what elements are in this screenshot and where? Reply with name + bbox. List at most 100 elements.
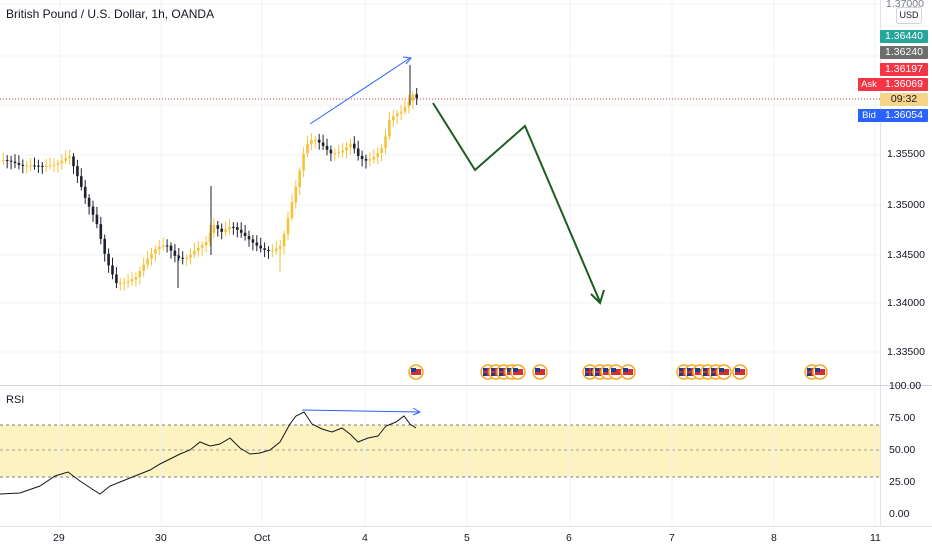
price-axis[interactable] (880, 0, 932, 385)
candle-body (329, 149, 333, 154)
candle-body (41, 165, 44, 167)
price-tag-bid: 1.36054 (880, 109, 928, 122)
rsi-title: RSI (6, 394, 25, 406)
rsi-axis-label: 0.00 (889, 508, 910, 520)
candle-body (232, 226, 235, 228)
candle-body (392, 116, 395, 121)
candle-body (380, 148, 383, 154)
time-axis-label: Oct (254, 532, 271, 544)
rsi-axis-label: 75.00 (889, 412, 916, 424)
price-axis-label: 1.35500 (887, 148, 925, 160)
currency-button[interactable]: USD (896, 7, 922, 24)
rsi-chart[interactable] (0, 386, 880, 526)
rsi-annotation-line (301, 409, 420, 413)
trend-annotation-line (309, 57, 411, 125)
candle-body (310, 140, 313, 144)
candle-body (290, 202, 294, 219)
candle-body (142, 264, 145, 272)
candle-body (372, 157, 376, 160)
candle-body (368, 159, 372, 161)
rsi-axis-label: 25.00 (889, 476, 916, 488)
candle-body (360, 155, 364, 160)
candle-body (333, 153, 337, 155)
candle-body (407, 101, 411, 108)
candle-body (395, 113, 399, 117)
candle-body (181, 257, 184, 259)
candle-body (294, 186, 298, 203)
candle-body (399, 111, 403, 114)
price-axis-label: 1.34000 (887, 297, 925, 309)
candle-body (107, 253, 110, 266)
time-axis-label: 6 (566, 532, 572, 544)
flag-canton (507, 368, 512, 372)
candle-body (91, 206, 95, 215)
price-axis-label: 1.33500 (887, 346, 925, 358)
candle-body (111, 265, 114, 275)
candle-body (37, 165, 40, 167)
candle-body (275, 248, 278, 251)
price-tag-red: 1.36197 (880, 63, 928, 76)
candle-body (314, 139, 317, 141)
rsi-axis-label: 50.00 (889, 444, 916, 456)
candle-body (154, 249, 157, 254)
time-axis-label: 8 (771, 532, 777, 544)
candle-body (60, 160, 64, 164)
rsi-band (0, 425, 880, 477)
candle-body (5, 159, 9, 161)
candle-body (173, 250, 177, 256)
countdown-tag: 09:32 (880, 93, 928, 106)
candle-body (158, 246, 161, 250)
candle-body (267, 249, 270, 252)
rsi-line (0, 411, 417, 495)
candle-body (415, 94, 418, 99)
candle-body (317, 139, 321, 143)
rsi-axis[interactable] (880, 386, 932, 526)
candle-body (411, 94, 415, 102)
candle-body (356, 148, 360, 156)
candle-body (364, 159, 368, 161)
candle-body (185, 257, 188, 259)
candle-body (177, 255, 181, 258)
candle-body (76, 166, 79, 177)
candle-body (216, 225, 220, 229)
candle-body (119, 282, 122, 284)
price-tag-ask: 1.36069 (880, 78, 928, 91)
candle-body (341, 150, 344, 153)
candle-body (72, 156, 75, 167)
candle-body (17, 162, 21, 165)
flag-canton (623, 368, 628, 372)
flag-canton (535, 368, 540, 372)
rsi-annotation-arrowhead (412, 407, 422, 416)
candle-body (25, 165, 28, 167)
candle-body (302, 153, 305, 171)
candle-body (208, 232, 212, 243)
candle-body (83, 186, 87, 198)
candle-body (115, 274, 118, 284)
candle-body (2, 159, 5, 161)
candle-body (165, 245, 169, 247)
candle-body (337, 152, 340, 154)
price-axis-label-top: 1.37000 (886, 0, 924, 10)
chart-title: British Pound / U.S. Dollar, 1h, OANDA (6, 7, 215, 21)
candle-body (259, 245, 262, 249)
pane-separator[interactable] (0, 385, 932, 386)
candle-body (161, 245, 165, 247)
candle-body (384, 136, 387, 149)
candle-body (388, 120, 391, 137)
time-axis[interactable] (0, 526, 932, 551)
price-grid (0, 0, 880, 385)
candle-body (282, 234, 286, 247)
price-axis-label: 1.34500 (887, 249, 925, 261)
price-chart[interactable] (0, 0, 880, 385)
economic-events-row[interactable] (408, 364, 828, 380)
candle-body (306, 143, 309, 154)
candle-body (146, 258, 149, 265)
candle-body (247, 235, 251, 240)
candle-body (349, 143, 352, 148)
candle-body (251, 239, 255, 243)
candle-body (48, 165, 52, 167)
time-axis-label: 7 (669, 532, 675, 544)
candle-body (353, 143, 356, 149)
flag-canton (603, 368, 608, 372)
candle-body (325, 145, 329, 150)
